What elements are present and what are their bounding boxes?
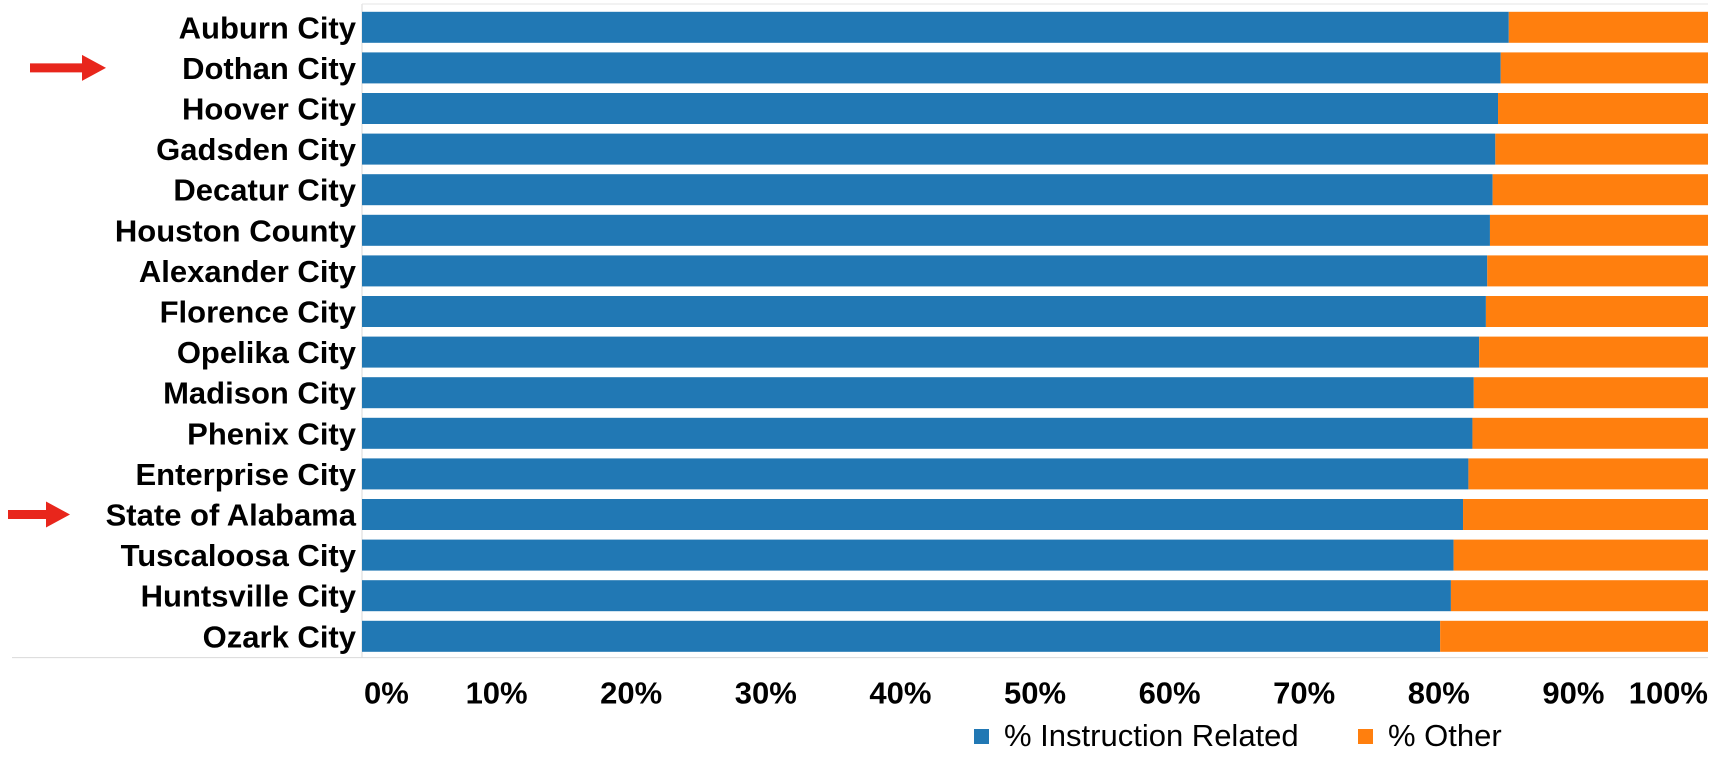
legend-swatch xyxy=(974,729,989,744)
legend-label: % Other xyxy=(1388,718,1502,753)
category-label: Opelika City xyxy=(177,335,357,370)
x-tick-label: 90% xyxy=(1542,676,1604,711)
legend: % Instruction Related % Other xyxy=(974,718,1502,753)
bar-other xyxy=(1500,52,1708,84)
bar-instruction xyxy=(362,539,1454,571)
x-tick-label: 30% xyxy=(735,676,797,711)
bar-other xyxy=(1508,11,1708,43)
category-label: Decatur City xyxy=(173,173,356,208)
bar-instruction xyxy=(362,580,1451,612)
x-tick-label: 20% xyxy=(600,676,662,711)
category-label: Madison City xyxy=(163,376,357,411)
bar-other xyxy=(1453,539,1708,571)
category-label: Houston County xyxy=(115,213,357,248)
bar-other xyxy=(1498,93,1708,124)
bar-other xyxy=(1450,580,1708,612)
arrow-icon xyxy=(8,501,70,528)
category-label: Alexander City xyxy=(139,254,357,289)
category-label: Tuscaloosa City xyxy=(121,538,357,573)
x-tick-label: 0% xyxy=(364,676,409,711)
bar-other xyxy=(1463,499,1708,530)
category-label: Phenix City xyxy=(187,416,357,451)
bar-instruction xyxy=(362,620,1441,652)
x-tick-label: 10% xyxy=(466,676,528,711)
legend-swatch xyxy=(1358,729,1373,744)
category-labels: Auburn City Dothan City Hoover City Gadsden… xyxy=(106,10,357,654)
bar-instruction xyxy=(362,458,1469,490)
x-tick-label: 70% xyxy=(1273,676,1335,711)
category-label: Enterprise City xyxy=(135,457,356,492)
bar-instruction xyxy=(362,336,1480,368)
bar-instruction xyxy=(362,11,1509,43)
category-label: Gadsden City xyxy=(156,132,357,167)
x-tick-label: 60% xyxy=(1139,676,1201,711)
annotations xyxy=(8,54,106,528)
bar-other xyxy=(1492,174,1708,206)
bar-instruction xyxy=(362,417,1473,449)
bar-other xyxy=(1487,255,1708,287)
bar-other xyxy=(1489,214,1708,246)
category-label: Ozark City xyxy=(203,619,357,654)
category-label: State of Alabama xyxy=(106,498,357,533)
bars xyxy=(362,11,1708,652)
bar-instruction xyxy=(362,52,1501,84)
category-label: Huntsville City xyxy=(141,579,357,614)
bar-instruction xyxy=(362,93,1499,124)
legend-label: % Instruction Related xyxy=(1004,718,1299,753)
x-tick-label: 40% xyxy=(869,676,931,711)
bar-instruction xyxy=(362,377,1474,409)
bar-other xyxy=(1473,377,1708,409)
bar-instruction xyxy=(362,499,1464,530)
category-label: Florence City xyxy=(160,295,357,330)
bar-other xyxy=(1440,620,1708,652)
x-tick-label: 100% xyxy=(1629,676,1708,711)
bar-other xyxy=(1495,133,1708,165)
x-tick-label: 80% xyxy=(1408,676,1470,711)
bar-instruction xyxy=(362,255,1488,287)
bar-other xyxy=(1479,336,1708,368)
bar-other xyxy=(1472,417,1708,449)
bar-instruction xyxy=(362,174,1493,206)
category-label: Hoover City xyxy=(182,92,357,127)
bar-instruction xyxy=(362,214,1490,246)
x-tick-label: 50% xyxy=(1004,676,1066,711)
category-label: Auburn City xyxy=(179,10,357,45)
x-tick-labels: 0% 10% 20% 30% 40% 50% 60% 70% 80% 90% 100% xyxy=(364,676,1708,711)
arrow-icon xyxy=(30,54,106,81)
bar-other xyxy=(1485,296,1708,327)
bar-instruction xyxy=(362,296,1486,327)
bar-other xyxy=(1468,458,1708,490)
bar-instruction xyxy=(362,133,1496,165)
category-label: Dothan City xyxy=(182,51,357,86)
